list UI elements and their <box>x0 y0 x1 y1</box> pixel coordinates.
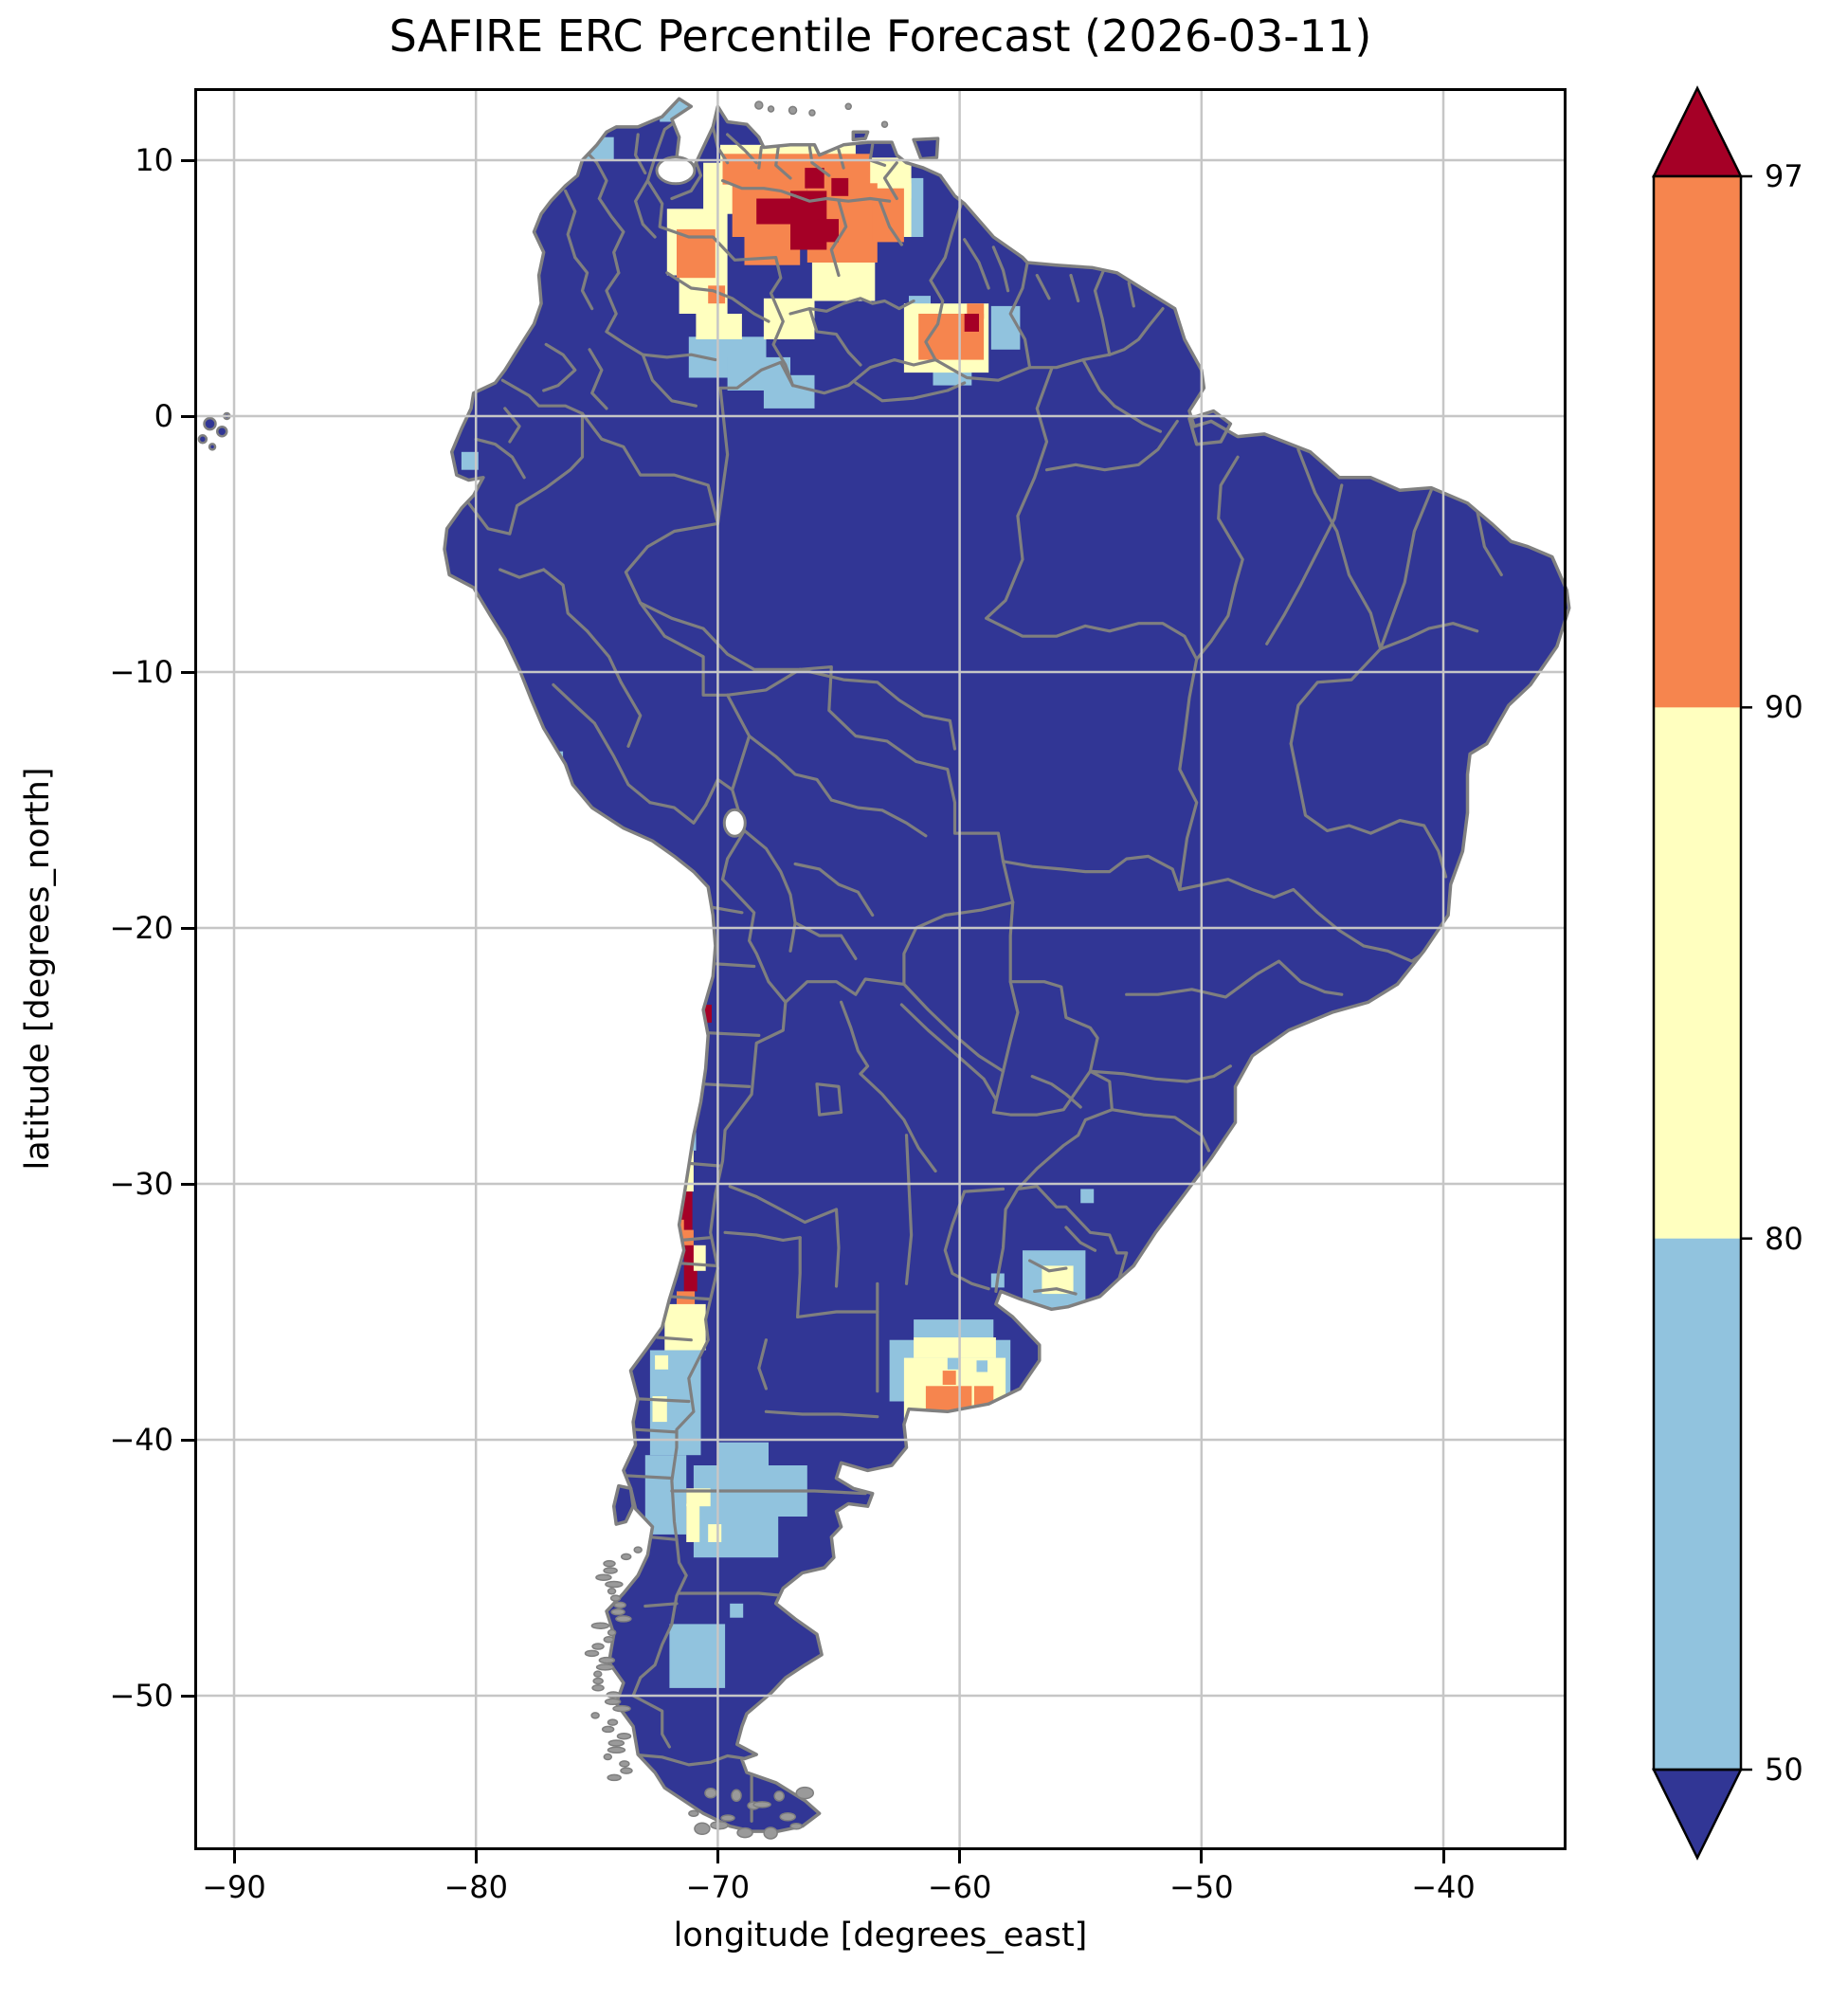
lakes <box>655 155 747 838</box>
raster-cell <box>831 177 849 196</box>
y-tick-mark <box>181 926 194 930</box>
raster-cell <box>664 1303 706 1351</box>
x-tick-mark <box>716 1850 719 1863</box>
y-tick-label: −50 <box>109 1678 173 1714</box>
gridlines <box>194 88 1567 1850</box>
raster-cell <box>763 298 815 339</box>
x-tick-label: −90 <box>202 1869 266 1905</box>
caribbean-islets <box>754 100 889 128</box>
x-tick-label: −80 <box>444 1869 508 1905</box>
raster-cell <box>811 260 876 301</box>
raster-cell <box>914 1337 996 1358</box>
landmass <box>444 99 1569 1832</box>
colorbar-tick-label: 97 <box>1765 158 1803 194</box>
raster-cell <box>990 305 1021 350</box>
colorbar <box>1651 85 1752 1861</box>
map-svg <box>194 88 1571 1850</box>
x-tick-label: −50 <box>1169 1869 1234 1905</box>
x-tick-mark <box>232 1850 236 1863</box>
y-tick-label: −40 <box>109 1422 173 1458</box>
raster-cell <box>947 1357 959 1370</box>
raster-cell <box>686 1488 711 1507</box>
colorbar-segment <box>1654 707 1741 1240</box>
raster-cell <box>730 1603 744 1618</box>
raster-cell <box>693 1517 779 1558</box>
y-axis-label: latitude [degrees_north] <box>19 767 57 1171</box>
raster-cell <box>964 314 979 332</box>
x-axis-label: longitude [degrees_east] <box>673 1917 1088 1954</box>
figure-title: SAFIRE ERC Percentile Forecast (2026-03-… <box>389 10 1372 62</box>
raster-cell <box>1080 1189 1095 1204</box>
raster-cell <box>872 188 904 243</box>
fjord-islets <box>584 1546 815 1840</box>
colorbar-segment <box>1654 1238 1741 1771</box>
y-tick-mark <box>181 1438 194 1442</box>
raster-cell <box>693 1245 706 1271</box>
y-tick-mark <box>181 414 194 418</box>
x-tick-label: −70 <box>685 1869 751 1905</box>
raster-cell <box>976 1360 987 1372</box>
colorbar-tick-label: 90 <box>1765 689 1803 726</box>
colorbar-tick-label: 50 <box>1765 1752 1803 1788</box>
raster-cell <box>805 168 824 189</box>
raster-cell <box>817 219 839 243</box>
axes-frame <box>194 88 1567 1850</box>
y-tick-mark <box>181 1694 194 1698</box>
y-tick-mark <box>181 1182 194 1186</box>
colorbar-outline <box>1652 174 1743 1772</box>
raster-cell <box>644 1455 687 1535</box>
raster-cell <box>708 1524 722 1542</box>
raster-cell <box>756 198 795 225</box>
x-tick-mark <box>1441 1850 1445 1863</box>
y-tick-label: −10 <box>109 654 173 690</box>
colorbar-over-arrow <box>1651 85 1744 178</box>
raster-cell <box>655 1354 669 1370</box>
colorbar-under-arrow <box>1651 1768 1744 1861</box>
raster-cell <box>461 451 479 470</box>
map-axes <box>194 88 1571 1850</box>
y-tick-label: 10 <box>135 142 173 178</box>
galapagos-islands <box>197 411 231 451</box>
raster-cell <box>686 1503 700 1542</box>
raster-cell <box>717 1442 769 1465</box>
y-tick-mark <box>181 670 194 674</box>
coastline <box>443 97 1571 1833</box>
raster-cell <box>973 1386 994 1407</box>
raster-cell <box>700 1005 712 1023</box>
x-tick-label: −40 <box>1411 1869 1476 1905</box>
x-tick-mark <box>958 1850 962 1863</box>
x-tick-label: −60 <box>927 1869 992 1905</box>
admin-borders <box>466 112 1503 1823</box>
y-tick-label: −30 <box>109 1166 173 1202</box>
x-tick-mark <box>1200 1850 1204 1863</box>
colorbar-segment <box>1654 176 1741 708</box>
y-tick-mark <box>181 158 194 162</box>
y-tick-label: 0 <box>154 398 173 434</box>
colorbar-tick-label: 80 <box>1765 1220 1803 1257</box>
raster-cell <box>942 1371 956 1385</box>
x-tick-mark <box>474 1850 478 1863</box>
y-tick-label: −20 <box>109 910 173 946</box>
raster-cell <box>669 1624 726 1688</box>
raster-cell <box>652 1396 667 1423</box>
